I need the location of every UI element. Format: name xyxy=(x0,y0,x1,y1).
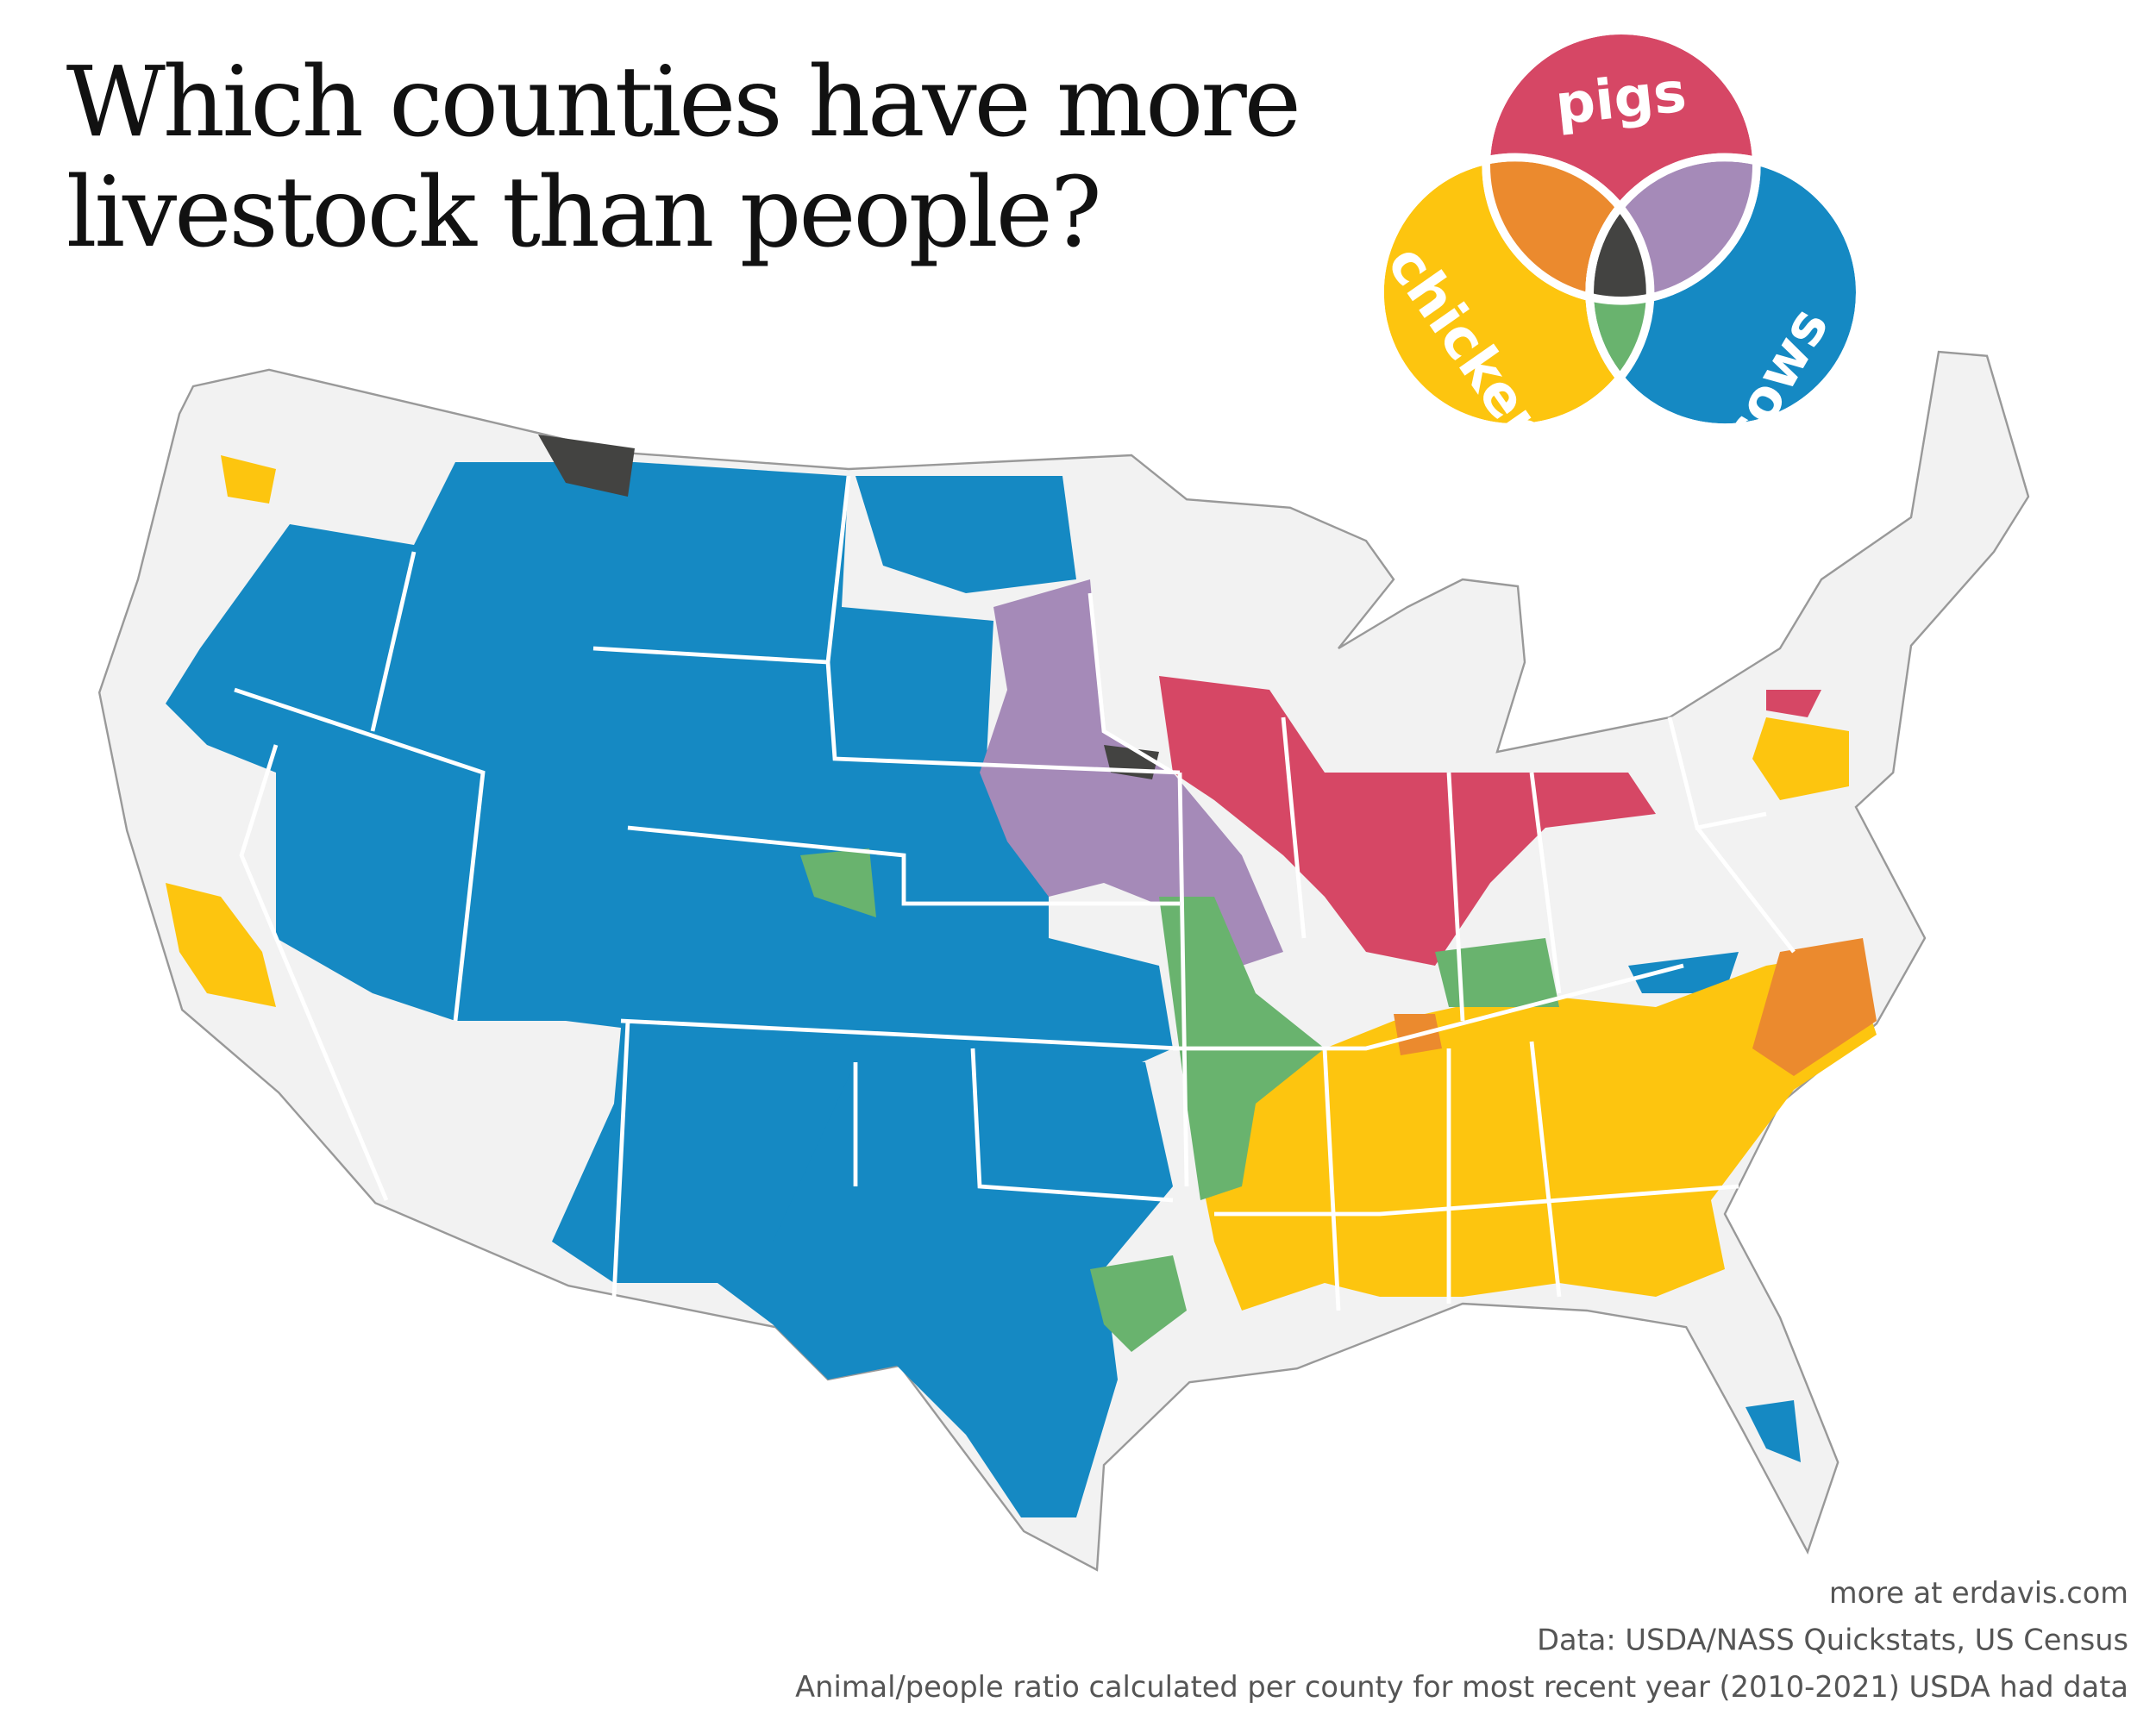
region-montana-north xyxy=(856,476,1076,593)
footer: more at erdavis.com Data: USDA/NASS Quic… xyxy=(795,1570,2128,1711)
region-east-texas-chickens-cows xyxy=(1090,1255,1187,1352)
region-kentucky-chickens-cows xyxy=(1435,938,1559,1007)
data-source: Data: USDA/NASS Quickstats, US Census xyxy=(1537,1624,2128,1657)
title-line-1: Which counties have more xyxy=(66,45,1301,159)
region-appalachia-cows xyxy=(1628,952,1739,993)
chicken-counties xyxy=(166,455,1877,1311)
us-map xyxy=(97,350,2030,1572)
region-west-cows xyxy=(166,462,1173,1324)
region-colorado-chickens-cows xyxy=(800,848,876,917)
credit-link[interactable]: more at erdavis.com xyxy=(1828,1576,2128,1611)
region-ca-chickens xyxy=(166,883,276,1007)
region-florida-cows xyxy=(1745,1400,1801,1462)
region-southeast-chickens xyxy=(1187,952,1877,1311)
region-delmarva-chickens xyxy=(1752,717,1849,800)
state-borders xyxy=(234,475,1796,1311)
region-nc-pigs xyxy=(1766,690,1821,717)
title-line-2: livestock than people? xyxy=(66,155,1102,269)
venn-legend: pigs chickens cows xyxy=(1375,26,1865,491)
cow-counties xyxy=(166,462,1801,1517)
page-title: Which counties have more livestock than … xyxy=(66,45,1301,269)
region-nc-pigs-chickens xyxy=(1752,938,1877,1076)
region-texas-cows xyxy=(773,1062,1173,1517)
region-wa-chickens xyxy=(221,455,276,504)
pig-counties xyxy=(1159,676,1821,966)
region-midwest-pigs xyxy=(1159,676,1656,966)
methodology-note: Animal/people ratio calculated per count… xyxy=(795,1670,2128,1704)
venn-label-pigs: pigs xyxy=(1552,60,1689,137)
region-montana-all-three xyxy=(538,435,635,497)
